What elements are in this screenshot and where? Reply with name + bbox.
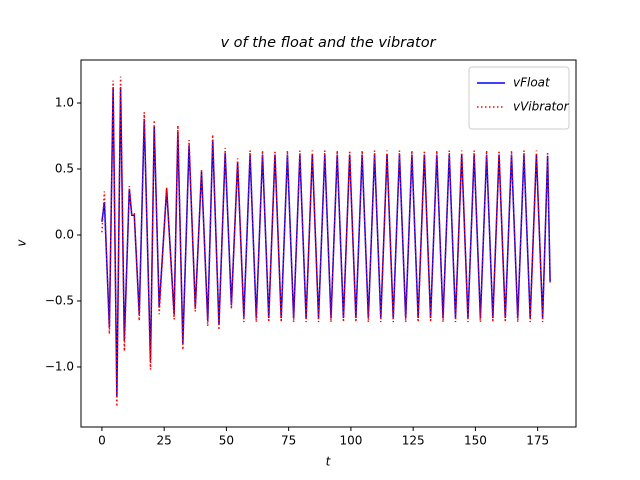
x-axis-label: t [326, 455, 332, 469]
x-tick-label: 100 [339, 434, 362, 448]
y-tick-label: 0.5 [55, 162, 74, 176]
y-tick-label: −0.5 [45, 293, 74, 307]
legend-label: vVibrator [513, 100, 570, 114]
x-tick-label: 125 [402, 434, 425, 448]
legend-label: vFloat [513, 76, 551, 90]
x-tick-label: 25 [157, 434, 172, 448]
y-axis-label: v [15, 239, 29, 247]
series-line [101, 76, 551, 407]
y-tick-label: 1.0 [55, 96, 74, 110]
x-tick-label: 75 [281, 434, 296, 448]
x-tick-label: 175 [526, 434, 549, 448]
x-tick-label: 50 [219, 434, 234, 448]
y-tick-label: −1.0 [45, 359, 74, 373]
plot-frame [80, 59, 577, 428]
x-tick-label: 150 [464, 434, 487, 448]
x-tick-label: 0 [98, 434, 106, 448]
chart-title: v of the float and the vibrator [220, 35, 436, 51]
y-tick-label: 0.0 [55, 227, 74, 241]
